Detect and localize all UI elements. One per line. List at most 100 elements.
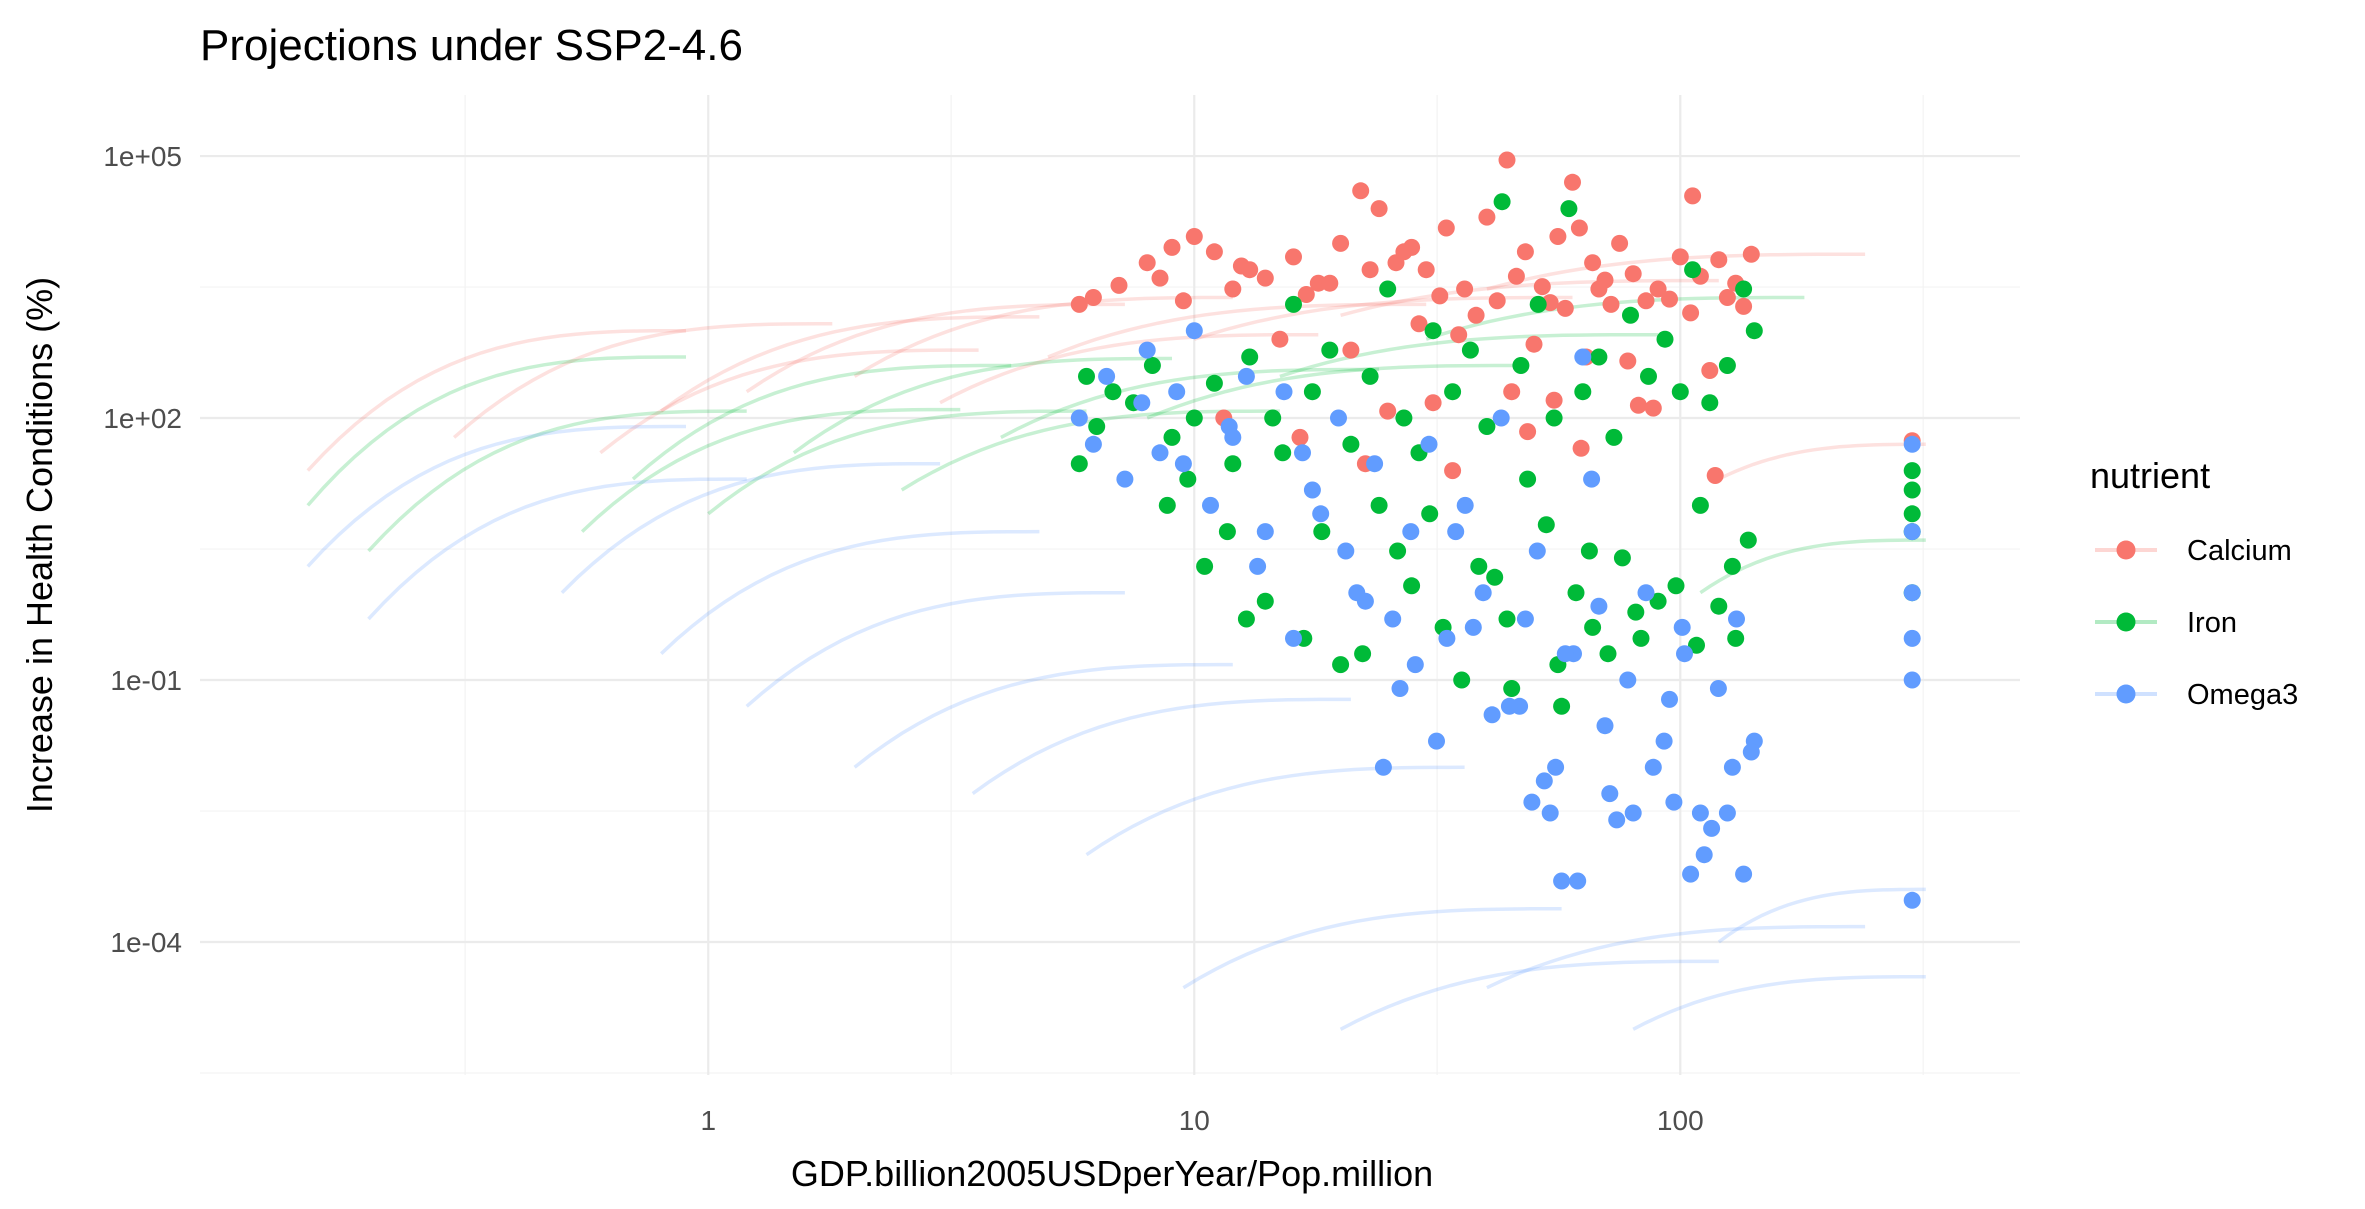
point-iron [1205, 374, 1223, 392]
point-omega3 [1661, 690, 1678, 708]
point-calcium [1241, 261, 1259, 279]
point-calcium [1661, 290, 1678, 308]
point-iron [1104, 383, 1122, 401]
point-omega3 [1384, 610, 1402, 628]
point-iron [1710, 597, 1728, 615]
point-omega3 [1133, 394, 1151, 412]
point-omega3 [1303, 481, 1321, 499]
point-calcium [1570, 219, 1588, 237]
point-calcium [1619, 352, 1637, 370]
point-iron [1727, 629, 1745, 647]
point-calcium [1649, 280, 1667, 298]
point-omega3 [1556, 645, 1574, 663]
point-calcium [1437, 219, 1455, 237]
point-omega3 [1903, 435, 1921, 453]
point-omega3 [1483, 706, 1501, 724]
point-iron [1285, 295, 1302, 313]
point-iron [1667, 577, 1685, 595]
point-omega3 [1084, 435, 1102, 453]
point-iron [1590, 348, 1608, 366]
point-omega3 [1366, 455, 1384, 473]
point-iron [1470, 557, 1488, 575]
point-iron [1691, 496, 1709, 514]
point-omega3 [1596, 717, 1614, 735]
point-calcium [1297, 286, 1315, 303]
y-axis-title: Increase in Health Conditions (%) [19, 277, 60, 813]
point-omega3 [1676, 645, 1693, 663]
point-omega3 [1695, 846, 1713, 864]
point-iron [1493, 193, 1511, 211]
point-iron [1224, 455, 1242, 473]
legend-title: nutrient [2090, 455, 2210, 496]
trajectory-line-iron [707, 409, 1087, 516]
point-iron [1461, 341, 1479, 359]
point-calcium [1564, 173, 1581, 191]
point-calcium [1519, 423, 1537, 441]
point-calcium [1498, 151, 1516, 169]
trajectory-line-iron [631, 363, 1012, 481]
trajectory-line-iron [792, 356, 1172, 455]
point-calcium [1256, 269, 1274, 287]
point-omega3 [1312, 505, 1330, 523]
trajectory-line-iron [367, 409, 747, 553]
point-calcium [1185, 228, 1203, 245]
data-points [1070, 151, 1921, 909]
point-omega3 [1402, 523, 1420, 541]
point-iron [1584, 618, 1602, 636]
point-omega3 [1492, 409, 1510, 427]
point-calcium [1735, 297, 1753, 315]
point-omega3 [1237, 367, 1255, 385]
point-iron [1718, 357, 1736, 374]
point-iron [1632, 629, 1650, 647]
trajectory-line-calcium [1718, 442, 1926, 481]
point-calcium [1556, 299, 1574, 317]
x-axis-title: GDP.billion2005USDperYear/Pop.million [791, 1153, 1433, 1194]
trajectory-line-iron [580, 407, 961, 533]
point-omega3 [1337, 542, 1355, 560]
point-calcium [1478, 208, 1496, 226]
point-calcium [1431, 287, 1449, 305]
point-iron [1574, 383, 1592, 401]
point-omega3 [1168, 383, 1186, 401]
point-calcium [1163, 238, 1181, 256]
point-omega3 [1637, 584, 1655, 602]
point-omega3 [1903, 891, 1921, 909]
point-omega3 [1464, 618, 1482, 636]
point-iron [1735, 280, 1753, 298]
point-iron [1313, 523, 1331, 541]
point-calcium [1507, 267, 1525, 285]
point-omega3 [1285, 629, 1302, 647]
point-calcium [1572, 439, 1590, 457]
point-omega3 [1356, 592, 1374, 610]
trajectory-line-calcium [745, 302, 1125, 394]
point-iron [1379, 280, 1397, 298]
point-iron [1264, 409, 1282, 427]
point-iron [1688, 636, 1705, 654]
legend-key-point [2116, 684, 2136, 704]
point-iron [1303, 383, 1321, 401]
point-calcium [1525, 335, 1543, 353]
trajectory-line-omega3 [1717, 887, 1926, 944]
y-tick-label: 1e+02 [103, 403, 182, 434]
point-iron [1389, 542, 1407, 560]
point-iron [1903, 505, 1921, 523]
trajectory-line-calcium [452, 322, 833, 439]
point-calcium [1710, 251, 1728, 269]
point-calcium [1084, 289, 1102, 306]
point-calcium [1370, 200, 1388, 218]
point-calcium [1271, 330, 1289, 348]
point-omega3 [1438, 629, 1456, 647]
point-iron [1519, 470, 1537, 488]
point-calcium [1395, 243, 1413, 261]
point-omega3 [1202, 496, 1219, 514]
point-iron [1256, 592, 1274, 610]
y-axis-ticks: 1e+05 1e+02 1e-01 1e-04 [103, 141, 182, 958]
point-iron [1078, 367, 1095, 385]
point-omega3 [1673, 618, 1691, 636]
point-calcium [1742, 245, 1760, 263]
point-calcium [1224, 280, 1242, 298]
trajectory-line-iron [1146, 363, 1526, 420]
point-iron [1088, 418, 1106, 435]
point-iron [1613, 549, 1631, 567]
